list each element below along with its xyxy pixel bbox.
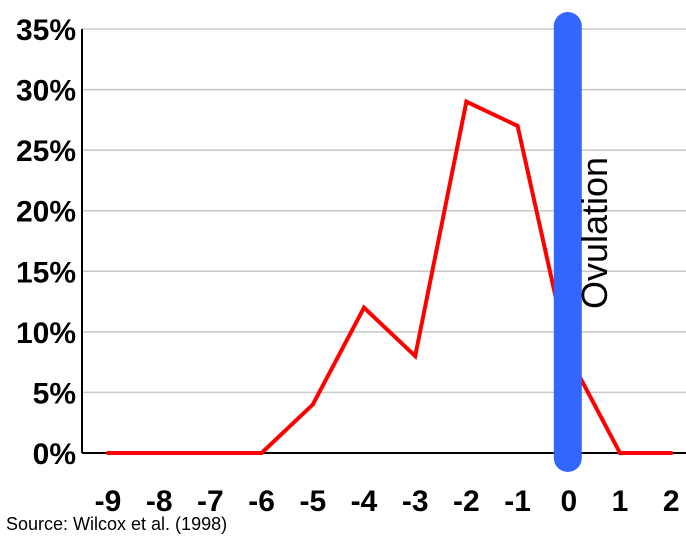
- gridlines: [82, 28, 686, 394]
- x-tick-label: -7: [197, 485, 224, 518]
- x-tick-label: -3: [402, 485, 429, 518]
- y-tick-label: 10%: [16, 317, 76, 350]
- y-tick-label: 15%: [16, 256, 76, 289]
- y-tick-label: 30%: [16, 75, 76, 108]
- data-point: [464, 99, 469, 104]
- x-tick-label: 0: [560, 485, 577, 518]
- x-tick-label: -2: [453, 485, 480, 518]
- data-point: [106, 451, 110, 455]
- x-tick-label: -9: [95, 485, 122, 518]
- data-point: [413, 354, 418, 359]
- data-point: [515, 123, 520, 128]
- ovulation-label: Ovulation: [574, 157, 615, 309]
- y-tick-label: 20%: [16, 196, 76, 229]
- x-tick-label: -8: [146, 485, 173, 518]
- ovulation-annotation: Ovulation: [553, 12, 615, 472]
- x-tick-label: -1: [504, 485, 531, 518]
- x-tick-label: -5: [299, 485, 326, 518]
- data-point: [362, 305, 366, 310]
- data-point: [618, 451, 622, 455]
- data-point: [669, 451, 674, 455]
- y-tick-label: 35%: [16, 14, 76, 47]
- data-point: [157, 451, 162, 455]
- source-caption: Source: Wilcox et al. (1998): [6, 514, 228, 534]
- x-tick-labels: -9 -8 -7 -6 -5 -4 -3 -2 -1 0 1 2: [95, 485, 680, 518]
- y-tick-labels: 0% 5% 10% 15% 20% 25% 30% 35%: [16, 14, 76, 471]
- x-tick-label: -6: [248, 485, 275, 518]
- data-point: [208, 451, 213, 455]
- x-tick-label: -4: [351, 485, 378, 518]
- data-point: [310, 402, 315, 407]
- data-point: [259, 451, 264, 455]
- x-tick-label: 2: [663, 485, 680, 518]
- y-tick-label: 0%: [33, 438, 76, 471]
- x-tick-label: 1: [612, 485, 629, 518]
- y-tick-label: 25%: [16, 135, 76, 168]
- y-tick-label: 5%: [33, 377, 76, 410]
